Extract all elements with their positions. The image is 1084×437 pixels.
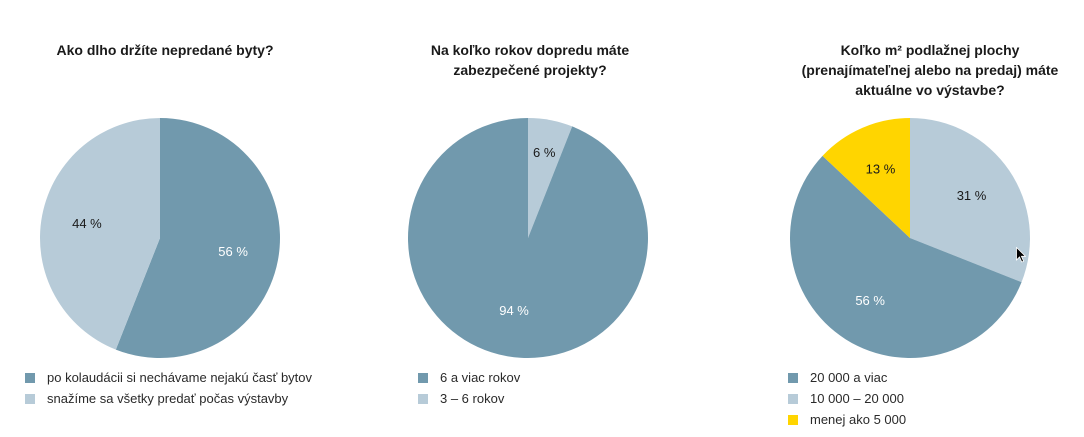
legend-item: po kolaudácii si nechávame nejakú časť b… [25, 367, 312, 388]
legend-item: 10 000 – 20 000 [788, 388, 906, 409]
slice-data-label: 31 % [957, 188, 987, 203]
legend-swatch [25, 393, 35, 404]
legend-label: 10 000 – 20 000 [810, 391, 904, 406]
slice-data-label: 56 % [218, 244, 248, 259]
legend-label: menej ako 5 000 [810, 412, 907, 427]
legend-item: menej ako 5 000 [788, 409, 906, 430]
legend-label: snažíme sa všetky predať počas výstavby [47, 391, 289, 406]
slice-data-label: 6 % [533, 145, 556, 160]
slice-data-label: 56 % [855, 293, 885, 308]
pie-slice [408, 117, 648, 358]
legend-swatch [788, 414, 798, 425]
slice-data-label: 44 % [72, 216, 102, 231]
chart-title-2: Na koľko rokov dopredu máte zabezpečené p… [430, 42, 630, 78]
legend-label: 6 a viac rokov [440, 370, 521, 385]
legend-label: po kolaudácii si nechávame nejakú časť b… [47, 370, 313, 385]
legend-3: 20 000 a viac 10 000 – 20 000 menej ako 5 … [788, 367, 906, 430]
legend-label: 20 000 a viac [810, 370, 888, 385]
legend-item: 6 a viac rokov [418, 367, 520, 388]
legend-item: snažíme sa všetky predať počas výstavby [25, 388, 312, 409]
slice-data-label: 94 % [499, 303, 529, 318]
slice-data-label: 13 % [866, 162, 896, 177]
chart-title-3: Koľko m² podlažnej plochy (prenajímateľne… [801, 42, 1059, 98]
legend-swatch [788, 393, 798, 404]
legend-swatch [418, 372, 428, 383]
legend-1: po kolaudácii si nechávame nejakú časť b… [25, 367, 312, 409]
pie-chart-1: 56 % 44 % [39, 118, 281, 358]
legend-item: 20 000 a viac [788, 367, 906, 388]
legend-item: 3 – 6 rokov [418, 388, 520, 409]
pie-chart-2: 6 % 94 % [408, 117, 648, 358]
chart-panel-3: Koľko m² podlažnej plochy (prenajímateľne… [760, 0, 1070, 437]
pie-slice [528, 118, 573, 238]
pie-chart-3: 31 % 56 % 13 % [790, 118, 1030, 358]
legend-swatch [788, 372, 798, 383]
chart-title-1: Ako dlho držíte nepredané byty? [56, 42, 274, 58]
legend-2: 6 a viac rokov 3 – 6 rokov [418, 367, 520, 409]
pie-slice [910, 118, 1030, 283]
mouse-cursor-icon [1016, 247, 1026, 263]
legend-swatch [25, 372, 35, 383]
pie-slice [115, 118, 281, 358]
legend-swatch [418, 393, 428, 404]
chart-panel-1: Ako dlho držíte nepredané byty? 56 % 44 %… [0, 0, 330, 437]
chart-panel-2: Na koľko rokov dopredu máte zabezpečené p… [370, 0, 690, 437]
pie-slice [822, 118, 910, 238]
legend-label: 3 – 6 rokov [440, 391, 505, 406]
pie-slice [39, 118, 160, 350]
pie-slice [790, 155, 1022, 358]
